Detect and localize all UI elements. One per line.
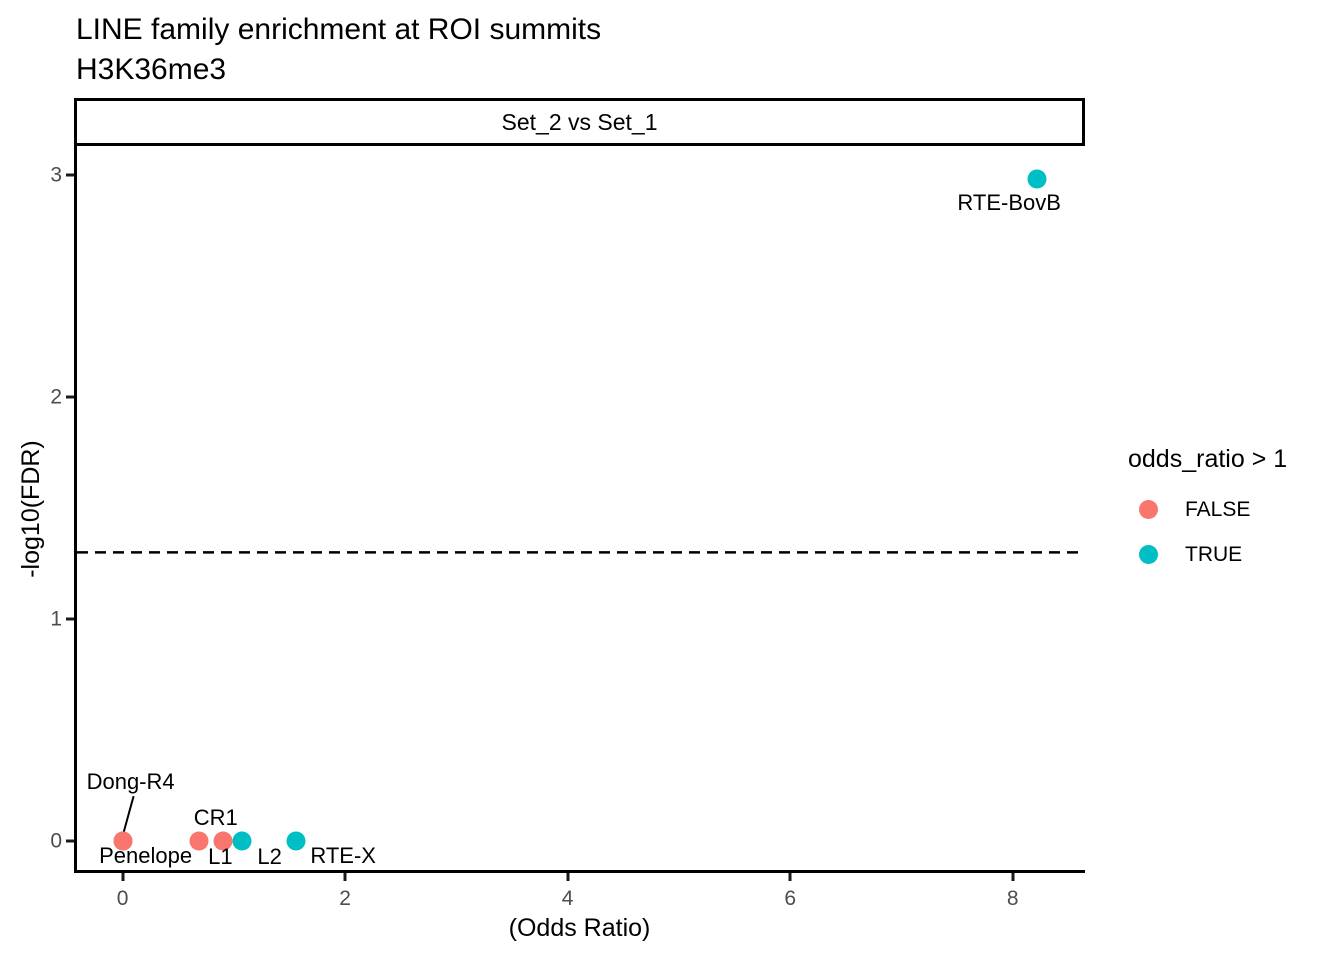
data-point-l1 xyxy=(189,831,209,851)
plot-panel: Dong-R4 Penelope L1 CR1 L2 RTE-X RTE-BovB xyxy=(74,146,1085,873)
facet-strip: Set_2 vs Set_1 xyxy=(74,98,1085,146)
x-tick-0 xyxy=(121,873,125,881)
x-tick-8 xyxy=(1011,873,1015,881)
y-axis-title: -log10(FDR) xyxy=(17,440,45,578)
panel-overlay-svg xyxy=(77,551,1085,837)
point-label-rte-x: RTE-X xyxy=(310,843,376,869)
x-tick-label-4: 4 xyxy=(561,887,574,910)
legend-title: odds_ratio > 1 xyxy=(1128,445,1288,473)
x-tick-label-6: 6 xyxy=(784,887,796,910)
data-point-rte-bovb xyxy=(1027,169,1047,189)
x-axis-title: (Odds Ratio) xyxy=(508,914,651,942)
point-label-penelope: Penelope xyxy=(99,843,193,869)
y-tick-3 xyxy=(66,173,74,177)
data-point-rte-x xyxy=(286,831,306,851)
x-tick-6 xyxy=(788,873,792,881)
legend: odds_ratio > 1 FALSE TRUE xyxy=(1128,445,1344,566)
x-tick-2 xyxy=(343,873,347,881)
x-tick-label-8: 8 xyxy=(1006,887,1019,910)
plot-title: LINE family enrichment at ROI summits xyxy=(76,13,602,46)
y-tick-label-1: 1 xyxy=(50,607,62,631)
legend-label-true: TRUE xyxy=(1185,542,1243,566)
data-point-cr1 xyxy=(213,831,233,851)
facet-strip-label: Set_2 vs Set_1 xyxy=(501,108,658,135)
y-tick-0 xyxy=(66,839,74,843)
point-label-cr1: CR1 xyxy=(193,805,238,831)
y-tick-2 xyxy=(66,395,74,399)
point-label-dong-r4: Dong-R4 xyxy=(86,769,175,795)
x-tick-4 xyxy=(566,873,570,881)
legend-label-false: FALSE xyxy=(1185,497,1251,521)
legend-swatch-true xyxy=(1139,544,1158,564)
point-label-l2: L2 xyxy=(257,844,282,870)
x-tick-label-0: 0 xyxy=(116,887,129,910)
y-tick-label-2: 2 xyxy=(50,385,62,409)
legend-item-false: FALSE xyxy=(1128,497,1344,521)
legend-swatch-false xyxy=(1139,499,1158,519)
data-point-l2 xyxy=(232,831,252,851)
y-tick-1 xyxy=(66,617,74,621)
x-tick-label-2: 2 xyxy=(339,887,351,910)
point-label-l1: L1 xyxy=(208,844,233,870)
data-point-penelope xyxy=(113,831,133,851)
leader-line-dong-r4 xyxy=(121,795,135,837)
y-tick-label-0: 0 xyxy=(50,829,62,853)
legend-item-true: TRUE xyxy=(1128,542,1344,566)
plot-subtitle: H3K36me3 xyxy=(76,53,227,86)
point-label-rte-bovb: RTE-BovB xyxy=(957,190,1061,216)
y-tick-label-3: 3 xyxy=(50,163,62,187)
